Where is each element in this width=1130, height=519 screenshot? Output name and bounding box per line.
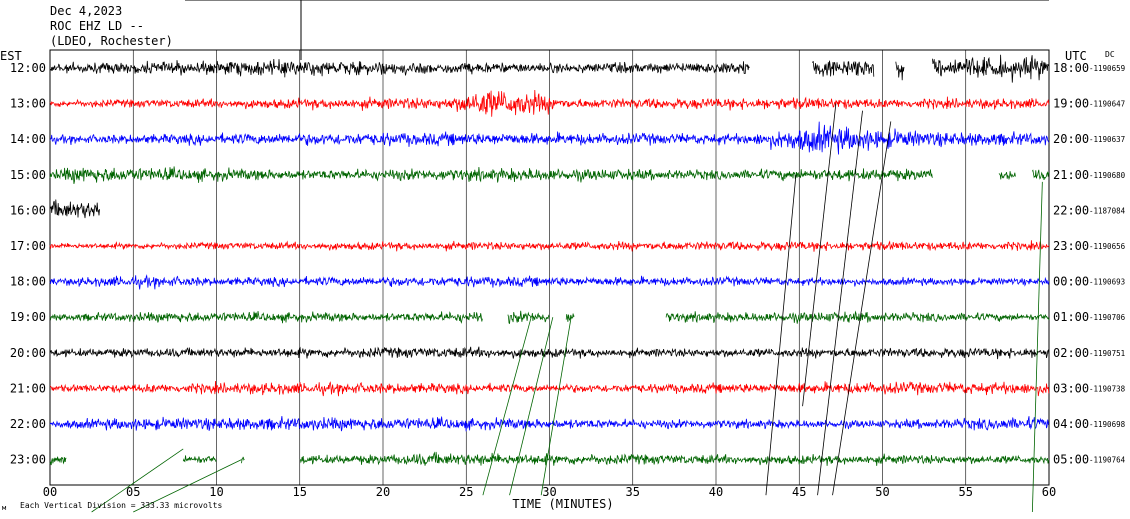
trace-1500-seg1	[998, 171, 1016, 181]
trace-2000-seg0	[50, 346, 1050, 360]
x-tick-60: 60	[1042, 485, 1056, 499]
trace-2300-seg3	[299, 451, 1049, 466]
x-tick-40: 40	[709, 485, 723, 499]
trace-1200-seg0	[49, 58, 750, 78]
x-axis-title: TIME (MINUTES)	[512, 497, 613, 511]
header-station: ROC EHZ LD --	[50, 19, 144, 33]
x-tick-25: 25	[459, 485, 473, 499]
footnote-mark: м	[2, 504, 7, 512]
trace-2300-seg0	[49, 456, 67, 466]
utc-label-0200: 02:00	[1053, 346, 1089, 360]
trace-2300-seg1	[182, 455, 217, 464]
cross-trace-4	[482, 317, 532, 496]
est-label-1600: 16:00	[10, 203, 46, 217]
footnote: Each Vertical Division = 333.33 microvol…	[20, 501, 222, 510]
cross-trace-1	[817, 110, 863, 496]
trace-2300-seg2	[241, 456, 245, 464]
utc-label-0400: 04:00	[1053, 417, 1089, 431]
est-label-1200: 12:00	[10, 61, 46, 75]
est-axis-title: EST	[0, 49, 22, 63]
cross-trace-2	[832, 121, 892, 496]
utc-axis-title: UTC	[1065, 49, 1087, 63]
grid-lines	[132, 50, 967, 485]
trace-1700-seg0	[49, 240, 1050, 252]
dc-offset-4: -1187084	[1089, 206, 1126, 215]
utc-label-2300: 23:00	[1053, 239, 1089, 253]
utc-label-0100: 01:00	[1053, 310, 1089, 324]
header-date: Dec 4,2023	[50, 4, 123, 18]
trace-group	[49, 54, 1050, 466]
cross-traces	[91, 103, 1043, 513]
x-tick-10: 10	[209, 485, 223, 499]
est-label-1800: 18:00	[10, 275, 46, 289]
cross-trace-0	[802, 103, 837, 407]
trace-1200-seg1	[812, 60, 875, 77]
utc-label-1900: 19:00	[1053, 97, 1089, 111]
x-tick-35: 35	[626, 485, 640, 499]
dc-offset-10: -1190698	[1089, 420, 1126, 429]
est-label-2200: 22:00	[10, 417, 46, 431]
x-tick-55: 55	[959, 485, 973, 499]
est-label-2000: 20:00	[10, 346, 46, 360]
x-tick-50: 50	[875, 485, 889, 499]
est-label-1700: 17:00	[10, 239, 46, 253]
cross-trace-7	[91, 448, 184, 513]
x-tick-15: 15	[293, 485, 307, 499]
dc-offset-9: -1190738	[1089, 384, 1126, 393]
dc-offset-1: -1190647	[1089, 100, 1125, 109]
dc-offset-8: -1190751	[1089, 349, 1125, 358]
trace-2100-seg0	[49, 380, 1050, 397]
dc-offset-6: -1190693	[1089, 278, 1125, 287]
trace-2200-seg0	[49, 416, 1050, 432]
utc-label-1800: 18:00	[1053, 61, 1089, 75]
utc-label-0500: 05:00	[1053, 453, 1089, 467]
x-tick-00: 00	[43, 485, 57, 499]
utc-label-2000: 20:00	[1053, 132, 1089, 146]
dc-offset-0: -1190659	[1089, 64, 1125, 73]
cross-trace-3	[765, 174, 797, 496]
trace-1900-seg0	[49, 311, 483, 324]
dc-offset-3: -1190680	[1089, 171, 1126, 180]
est-label-2100: 21:00	[10, 381, 46, 395]
trace-1900-seg2	[565, 313, 575, 322]
utc-label-0000: 00:00	[1053, 275, 1089, 289]
trace-1200-seg3	[932, 54, 1050, 83]
utc-label-0300: 03:00	[1053, 381, 1089, 395]
est-label-1300: 13:00	[10, 97, 46, 111]
x-tick-30: 30	[542, 485, 556, 499]
trace-1900-seg1	[507, 310, 550, 325]
utc-label-2200: 22:00	[1053, 203, 1089, 217]
dc-offset-2: -1190637	[1089, 135, 1125, 144]
x-tick-45: 45	[792, 485, 806, 499]
dc-offset-11: -1190764	[1089, 456, 1126, 465]
est-label-1500: 15:00	[10, 168, 46, 182]
header-network: (LDEO, Rochester)	[50, 34, 173, 48]
cross-trace-9	[1031, 181, 1043, 513]
dc-offset-7: -1190706	[1089, 313, 1126, 322]
trace-1800-seg0	[49, 274, 1050, 290]
utc-label-2100: 21:00	[1053, 168, 1089, 182]
est-label-1400: 14:00	[10, 132, 46, 146]
trace-1200-seg2	[895, 61, 905, 81]
trace-1500-seg0	[49, 166, 933, 184]
cross-trace-8	[133, 459, 242, 513]
x-tick-05: 05	[126, 485, 140, 499]
trace-1500-seg2	[1031, 169, 1050, 180]
trace-1600-seg0	[49, 199, 100, 219]
x-tick-20: 20	[376, 485, 390, 499]
trace-1400-seg0	[49, 121, 1050, 155]
est-label-1900: 19:00	[10, 310, 46, 324]
dc-column-title: DC	[1105, 50, 1115, 59]
dc-offset-5: -1190656	[1089, 242, 1126, 251]
trace-1300-seg0	[49, 89, 1050, 117]
cross-trace-5	[509, 317, 554, 496]
trace-1900-seg3	[665, 310, 1050, 324]
cross-trace-6	[540, 317, 572, 496]
est-label-2300: 23:00	[10, 453, 46, 467]
